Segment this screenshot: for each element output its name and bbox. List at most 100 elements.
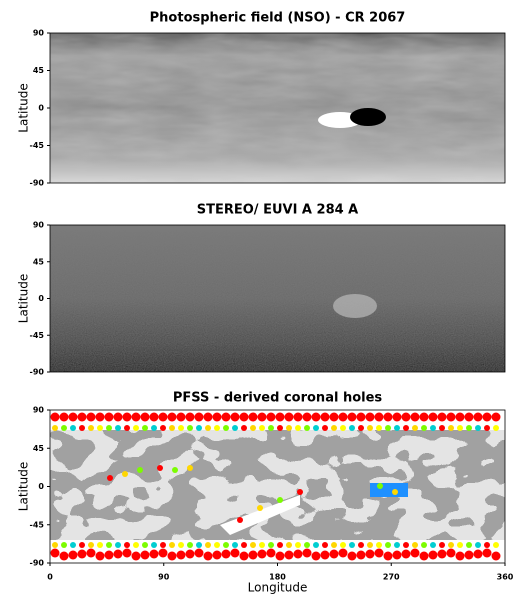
hole-marker: [313, 542, 319, 548]
hole-marker: [205, 425, 211, 431]
hole-marker: [86, 412, 96, 422]
hole-marker: [277, 542, 283, 548]
hole-marker: [412, 425, 418, 431]
hole-marker: [185, 412, 195, 422]
hole-marker: [295, 542, 301, 548]
hole-marker: [410, 548, 420, 558]
hole-marker: [493, 542, 499, 548]
hole-marker: [365, 549, 375, 559]
hole-marker: [484, 542, 490, 548]
y-tick-label: 0: [38, 482, 44, 491]
hole-marker: [284, 412, 294, 422]
panel-1-image: [50, 33, 505, 183]
hole-marker: [340, 542, 346, 548]
hole-marker: [311, 412, 321, 422]
hole-marker: [178, 425, 184, 431]
hole-marker: [133, 425, 139, 431]
hole-marker: [466, 542, 472, 548]
y-tick-label: -45: [30, 141, 45, 150]
hole-marker: [457, 542, 463, 548]
hole-marker: [239, 412, 249, 422]
hole-marker: [331, 542, 337, 548]
hole-marker: [377, 483, 383, 489]
y-tick-label: -45: [30, 520, 45, 529]
y-tick-label: -90: [30, 559, 45, 568]
hole-marker: [221, 549, 231, 559]
hole-marker: [172, 467, 178, 473]
hole-marker: [167, 551, 177, 561]
hole-marker: [482, 412, 492, 422]
hole-marker: [142, 425, 148, 431]
hole-marker: [430, 425, 436, 431]
hole-marker: [437, 549, 447, 559]
hole-marker: [223, 542, 229, 548]
hole-marker: [293, 549, 303, 559]
hole-marker: [248, 412, 258, 422]
hole-marker: [52, 542, 58, 548]
hole-marker: [284, 550, 294, 560]
hole-marker: [320, 550, 330, 560]
hole-marker: [142, 542, 148, 548]
hole-marker: [122, 412, 132, 422]
hole-marker: [457, 425, 463, 431]
hole-marker: [466, 425, 472, 431]
hole-marker: [322, 542, 328, 548]
hole-marker: [160, 542, 166, 548]
hole-marker: [185, 549, 195, 559]
y-tick-label: 90: [33, 221, 45, 230]
hole-marker: [187, 465, 193, 471]
hole-marker: [124, 542, 130, 548]
hole-marker: [223, 425, 229, 431]
y-axis-label: Latitude: [17, 274, 31, 323]
hole-marker: [115, 425, 121, 431]
hole-marker: [115, 542, 121, 548]
y-axis-label: Latitude: [17, 462, 31, 511]
hole-marker: [439, 425, 445, 431]
hole-marker: [95, 412, 105, 422]
hole-marker: [491, 412, 501, 422]
hole-marker: [176, 412, 186, 422]
hole-marker: [383, 412, 393, 422]
hole-marker: [446, 548, 456, 558]
hole-marker: [88, 425, 94, 431]
hole-marker: [356, 412, 366, 422]
hole-marker: [169, 425, 175, 431]
hole-marker: [59, 412, 69, 422]
hole-marker: [428, 412, 438, 422]
hole-marker: [77, 412, 87, 422]
hole-marker: [376, 425, 382, 431]
hole-marker: [250, 425, 256, 431]
hole-marker: [338, 548, 348, 558]
hole-marker: [237, 517, 243, 523]
hole-marker: [104, 412, 114, 422]
hole-marker: [196, 542, 202, 548]
hole-marker: [52, 425, 58, 431]
hole-marker: [149, 549, 159, 559]
hole-marker: [455, 551, 465, 561]
hole-marker: [392, 550, 402, 560]
hole-marker: [473, 412, 483, 422]
hole-marker: [394, 425, 400, 431]
hole-marker: [151, 425, 157, 431]
hole-marker: [68, 550, 78, 560]
hole-marker: [149, 412, 159, 422]
y-tick-label: 90: [33, 406, 45, 415]
hole-marker: [97, 425, 103, 431]
hole-marker: [349, 425, 355, 431]
hole-marker: [257, 412, 267, 422]
hole-marker: [484, 425, 490, 431]
hole-marker: [268, 425, 274, 431]
hole-marker: [482, 548, 492, 558]
hole-marker: [302, 412, 312, 422]
hole-marker: [329, 412, 339, 422]
hole-marker: [122, 548, 132, 558]
hole-marker: [250, 542, 256, 548]
hole-marker: [410, 412, 420, 422]
hole-marker: [241, 542, 247, 548]
hole-marker: [358, 542, 364, 548]
hole-marker: [385, 542, 391, 548]
hole-marker: [320, 412, 330, 422]
hole-marker: [151, 542, 157, 548]
hole-marker: [259, 425, 265, 431]
hole-marker: [104, 550, 114, 560]
